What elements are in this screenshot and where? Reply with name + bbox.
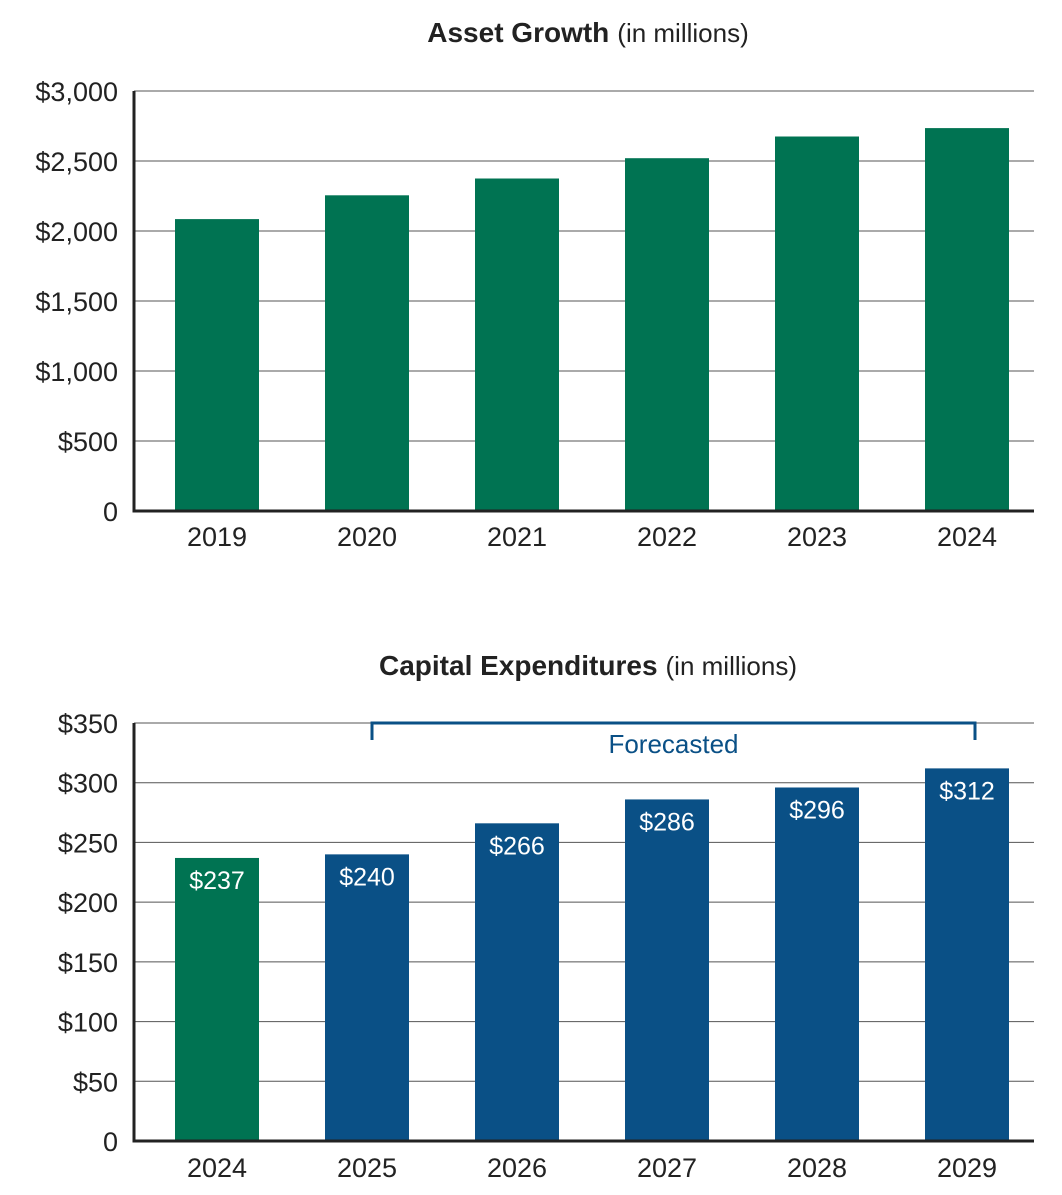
- bar: [625, 158, 709, 511]
- chart-title-main: Capital Expenditures: [379, 650, 658, 681]
- y-tick-label: $200: [58, 888, 118, 918]
- y-axis-ticks: 0 $50 $100 $150 $200 $250 $300 $350: [58, 709, 118, 1157]
- forecast-label: Forecasted: [608, 729, 738, 759]
- gridlines: [134, 90, 1034, 442]
- bar: [925, 128, 1009, 511]
- bars: [175, 768, 1009, 1141]
- x-tick-label: 2019: [187, 522, 247, 552]
- y-tick-label: $100: [58, 1008, 118, 1038]
- bar: [475, 823, 559, 1141]
- bar: [475, 178, 559, 511]
- data-label: $286: [639, 808, 695, 836]
- chart-title: Capital Expenditures (in millions): [379, 650, 797, 681]
- forecast-bracket: Forecasted: [370, 721, 977, 759]
- y-axis-ticks: 0 $500 $1,000 $1,500 $2,000 $2,500 $3,000: [35, 77, 118, 527]
- x-tick-label: 2020: [337, 522, 397, 552]
- gridlines: [134, 722, 1034, 1082]
- x-tick-label: 2028: [787, 1153, 847, 1183]
- y-tick-label: $500: [58, 427, 118, 457]
- forecast-bracket-line: [370, 721, 977, 740]
- y-tick-label: $1,500: [35, 287, 118, 317]
- bar: [775, 787, 859, 1141]
- bar: [325, 195, 409, 512]
- chart-title: Asset Growth (in millions): [427, 17, 749, 48]
- x-tick-label: 2025: [337, 1153, 397, 1183]
- y-tick-label: 0: [103, 1127, 118, 1157]
- y-tick-label: $250: [58, 828, 118, 858]
- y-tick-label: $50: [73, 1067, 118, 1097]
- capital-expenditures-chart: Capital Expenditures (in millions) $237 $2…: [58, 650, 1034, 1183]
- x-tick-label: 2024: [937, 522, 997, 552]
- data-label: $312: [939, 777, 995, 805]
- chart-title-subtitle: (in millions): [666, 651, 797, 681]
- bars: [175, 128, 1009, 512]
- data-label: $266: [489, 832, 545, 860]
- y-tick-label: $3,000: [35, 77, 118, 107]
- bar: [175, 219, 259, 511]
- y-tick-label: $1,000: [35, 357, 118, 387]
- data-label: $240: [339, 863, 395, 891]
- data-label: $296: [789, 796, 845, 824]
- y-tick-label: $2,000: [35, 217, 118, 247]
- x-tick-label: 2023: [787, 522, 847, 552]
- data-label: $237: [189, 867, 245, 895]
- chart-title-main: Asset Growth: [427, 17, 609, 48]
- x-tick-label: 2021: [487, 522, 547, 552]
- chart-title-subtitle: (in millions): [617, 18, 748, 48]
- x-tick-label: 2024: [187, 1153, 247, 1183]
- bar: [625, 799, 709, 1141]
- data-labels: $237 $240 $266 $286 $296 $312: [189, 777, 995, 895]
- asset-growth-chart: Asset Growth (in millions) 0 $500 $1,000 $1,…: [35, 17, 1034, 552]
- y-tick-label: $2,500: [35, 147, 118, 177]
- y-tick-label: 0: [103, 497, 118, 527]
- y-tick-label: $300: [58, 769, 118, 799]
- x-tick-label: 2029: [937, 1153, 997, 1183]
- x-tick-label: 2022: [637, 522, 697, 552]
- y-tick-label: $150: [58, 948, 118, 978]
- x-axis-ticks: 2024 2025 2026 2027 2028 2029: [187, 1153, 997, 1183]
- bar: [775, 136, 859, 511]
- x-tick-label: 2027: [637, 1153, 697, 1183]
- bar: [175, 857, 259, 1141]
- x-tick-label: 2026: [487, 1153, 547, 1183]
- y-tick-label: $350: [58, 709, 118, 739]
- bar: [925, 768, 1009, 1141]
- bar: [325, 854, 409, 1141]
- x-axis-ticks: 2019 2020 2021 2022 2023 2024: [187, 522, 997, 552]
